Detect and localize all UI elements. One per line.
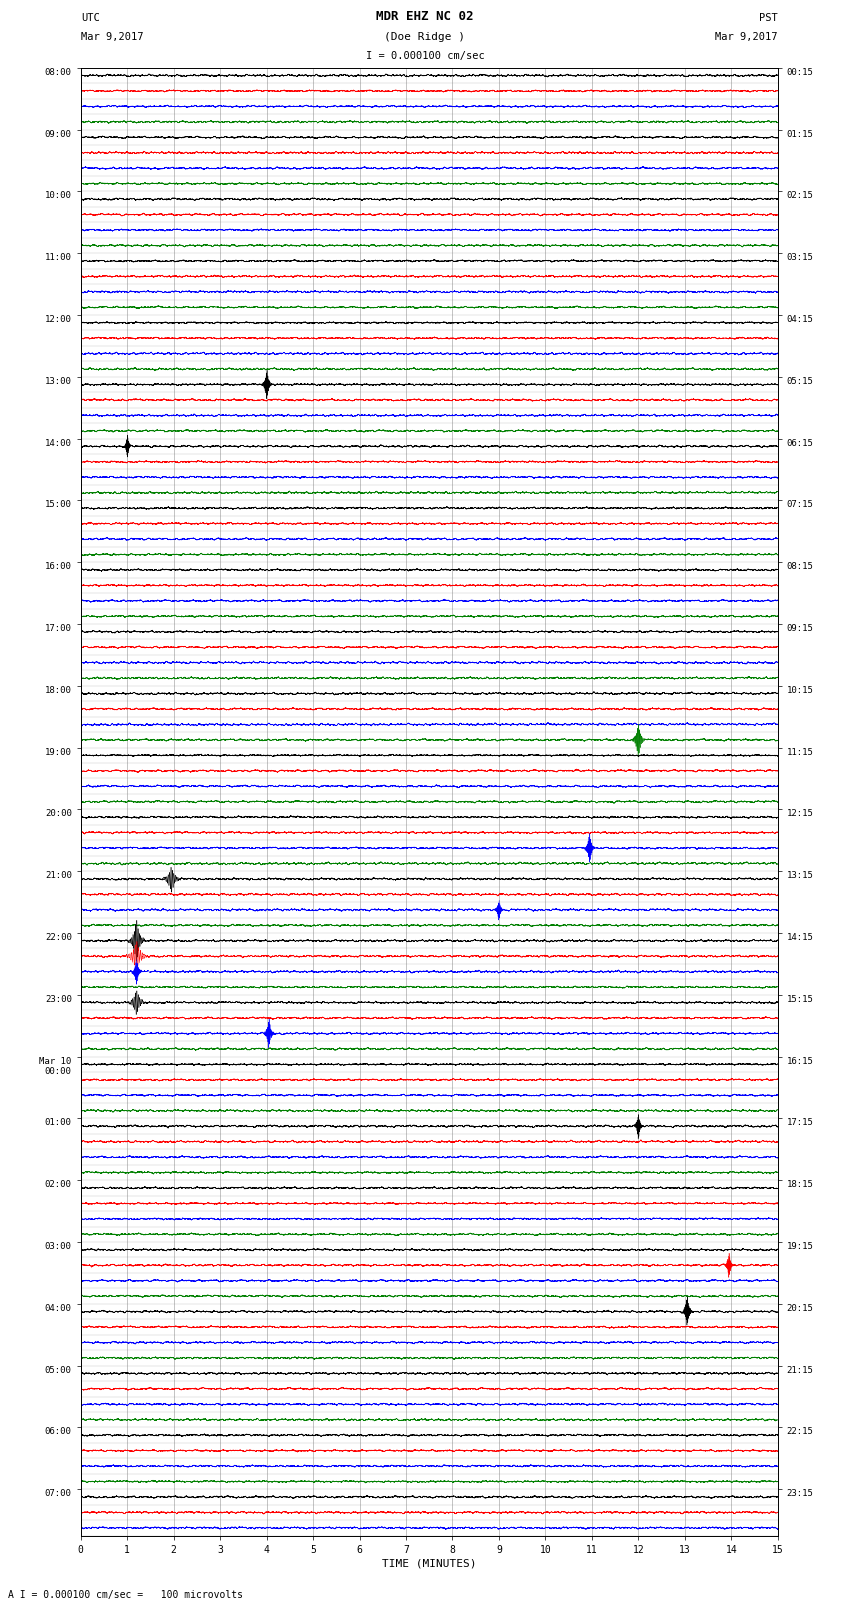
- Text: Mar 9,2017: Mar 9,2017: [715, 32, 778, 42]
- Text: (Doe Ridge ): (Doe Ridge ): [384, 32, 466, 42]
- Text: PST: PST: [759, 13, 778, 23]
- Text: A I = 0.000100 cm/sec =   100 microvolts: A I = 0.000100 cm/sec = 100 microvolts: [8, 1590, 243, 1600]
- Text: Mar 9,2017: Mar 9,2017: [81, 32, 144, 42]
- X-axis label: TIME (MINUTES): TIME (MINUTES): [382, 1558, 477, 1569]
- Text: MDR EHZ NC 02: MDR EHZ NC 02: [377, 10, 473, 23]
- Text: I = 0.000100 cm/sec: I = 0.000100 cm/sec: [366, 52, 484, 61]
- Text: UTC: UTC: [81, 13, 99, 23]
